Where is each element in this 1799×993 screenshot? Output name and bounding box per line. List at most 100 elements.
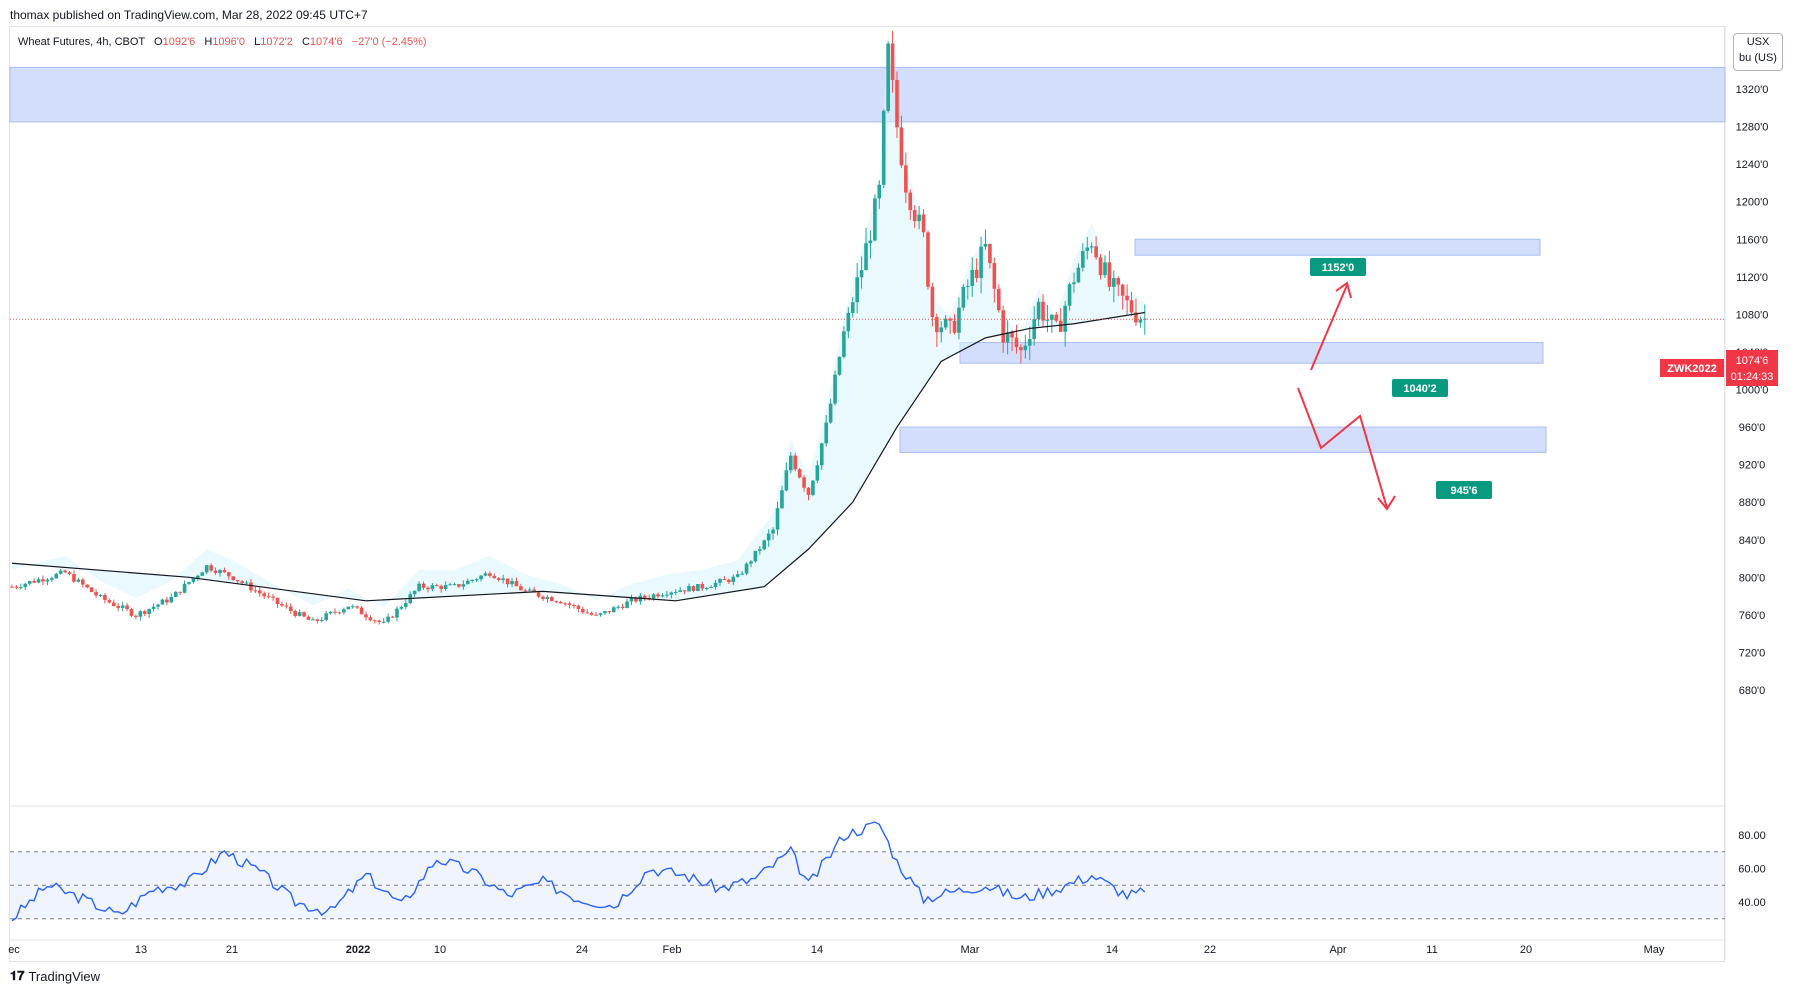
candle-body [1027,339,1032,346]
time-tick-label: Feb [663,944,682,956]
candle-body [1001,310,1005,343]
candle-body [603,611,607,614]
candle-body [342,609,346,613]
candle-body [89,587,94,592]
candle-body [709,587,713,589]
candle-body [563,603,567,605]
time-tick-label: ec [8,944,20,956]
candle-body [81,579,85,585]
candle-body [1005,332,1010,343]
candle-body [505,578,510,585]
candle-body [244,582,249,584]
candle-body [435,585,439,587]
price-tick-label: 1160'0 [1736,234,1768,246]
zones-layer [9,66,1726,453]
label-anchor [1375,402,1381,408]
candle-body [718,579,722,583]
chart-svg[interactable]: 1152'0 1040'2 945'6 1320'0 1280'0 1240'0 1200… [0,0,1799,960]
candle-body [293,611,297,616]
target-price-label[interactable] [1436,481,1492,499]
candle-body [819,443,824,466]
candle-body [550,597,554,602]
candle-body [797,469,802,478]
time-tick-label: 14 [1106,944,1118,956]
candle-body [1072,282,1076,285]
supply-demand-zone[interactable] [9,66,1726,123]
candle-body [355,606,359,608]
candle-body [156,604,160,607]
candle-body [178,591,182,593]
target-price-label[interactable] [1392,379,1448,397]
candle-body [727,579,731,583]
candle-body [789,455,793,471]
candle-body [1089,246,1094,248]
candle-body [76,579,81,582]
candle-body [196,575,200,579]
candle-body [98,594,103,596]
candle-body [271,596,275,598]
candle-body [240,581,244,583]
candle-body [864,243,868,271]
candle-body [10,586,14,588]
price-tick-label: 1280'0 [1736,122,1769,134]
price-tick-label: 800'0 [1739,572,1766,584]
candle-body [1107,262,1112,287]
candle-body [324,613,328,620]
candle-body [350,606,355,608]
candle-body [483,573,488,576]
candle-body [904,165,908,193]
candle-body [616,606,621,608]
candle-body [673,591,678,593]
time-tick-label: 11 [1426,944,1437,956]
candle-body [665,594,669,596]
price-tick-label: 880'0 [1739,497,1766,509]
arrow-down-head-icon [1377,495,1396,511]
candles-layer [10,30,1147,625]
supply-demand-zone[interactable] [899,426,1547,453]
candle-body [585,612,590,614]
candle-body [218,570,222,574]
candle-body [501,578,505,581]
candle-body [182,583,187,593]
rsi-pane: 80.00 60.00 40.00 [10,821,1766,922]
ticker-tag [1660,359,1724,377]
candle-body [45,579,50,582]
candle-body [567,603,572,606]
candle-body [1138,319,1143,323]
candle-body [824,422,828,444]
candle-body [607,611,612,613]
legend-row: Wheat Futures, 4h, CBOT O1092'6 H1096'0 … [18,36,427,48]
candle-body [266,596,271,598]
target-price-label[interactable] [1310,258,1366,276]
arrow-up-head-icon [1335,281,1352,299]
candle-body [19,587,23,589]
candle-body [72,573,76,582]
candle-body [54,573,59,579]
candle-body [496,578,501,581]
candle-body [558,601,563,604]
candle-body [302,612,306,617]
candle-body [262,593,267,597]
candle-body [452,584,457,586]
candle-body [846,312,851,332]
candle-body [713,582,718,588]
candle-body [319,619,324,622]
label-anchor [1297,282,1303,288]
unit-selector[interactable]: USX bu (US) [1733,33,1783,71]
candle-body [545,597,550,600]
candle-body [457,584,461,587]
footer-brand[interactable]: 𝟏𝟕 TradingView [10,968,100,984]
brand-text: TradingView [28,968,101,984]
rsi-tick-label: 60.00 [1738,864,1766,876]
candle-body [169,596,174,603]
candle-body [992,263,997,289]
candle-body [111,602,116,607]
candle-body [926,232,930,287]
supply-demand-zone[interactable] [1134,238,1541,256]
price-tick-label: 1320'0 [1736,84,1769,96]
candle-body [1094,246,1098,258]
candle-body [868,240,873,244]
supply-demand-zone[interactable] [959,342,1544,364]
candle-body [1041,301,1045,321]
candle-body [651,594,656,599]
